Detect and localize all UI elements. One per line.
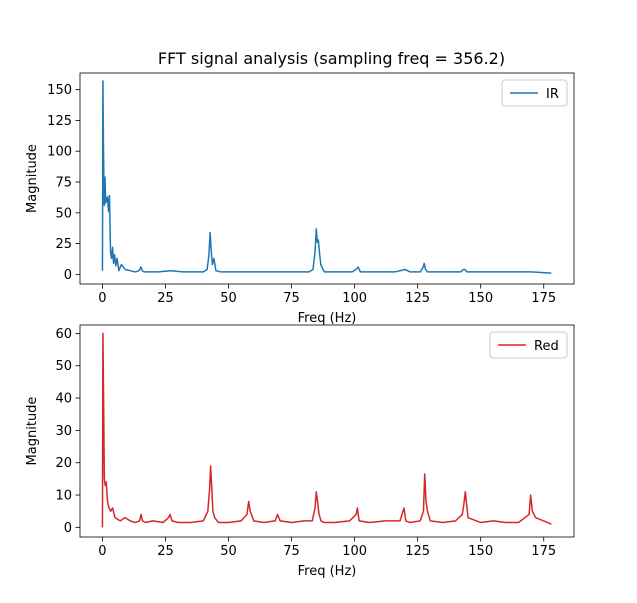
x-tick-label: 175 <box>531 544 556 559</box>
x-tick-label: 175 <box>531 291 556 306</box>
y-tick-label: 20 <box>55 456 72 471</box>
series-line-red <box>101 332 552 528</box>
y-tick-label: 10 <box>55 489 72 504</box>
x-tick-label: 50 <box>220 291 237 306</box>
x-tick-label: 150 <box>468 291 493 306</box>
y-tick-label: 150 <box>47 83 72 98</box>
y-tick-label: 0 <box>64 268 72 283</box>
x-tick-label: 100 <box>342 544 367 559</box>
x-axis-label: Freq (Hz) <box>298 311 357 326</box>
x-tick-label: 150 <box>468 544 493 559</box>
axes-frame <box>79 324 575 538</box>
x-tick-label: 25 <box>157 544 174 559</box>
y-tick-label: 30 <box>55 424 72 439</box>
x-tick-label: 0 <box>98 291 106 306</box>
x-tick-label: 125 <box>405 544 430 559</box>
legend-box <box>489 331 568 359</box>
x-tick-label: 75 <box>283 291 300 306</box>
red-plot: 0 25 50 75 100 125 150 175 0 10 20 30 40 50 60 Freq (Hz… <box>25 324 575 579</box>
x-axis-label: Freq (Hz) <box>298 564 357 579</box>
x-tick-label: 125 <box>405 291 430 306</box>
y-tick-label: 40 <box>55 392 72 407</box>
y-axis-label: Magnitude <box>25 144 40 213</box>
y-tick-label: 100 <box>47 145 72 160</box>
x-tick-label: 50 <box>220 544 237 559</box>
legend-label: Red <box>534 339 559 354</box>
chart-title: FFT signal analysis (sampling freq = 356… <box>158 49 505 68</box>
y-tick-label: 50 <box>55 359 72 374</box>
y-tick-label: 0 <box>64 521 72 536</box>
y-tick-label: 60 <box>55 327 72 342</box>
y-axis-label: Magnitude <box>25 397 40 466</box>
x-tick-label: 75 <box>283 544 300 559</box>
x-tick-label: 25 <box>157 291 174 306</box>
series-line-ir <box>101 80 552 274</box>
legend-label: IR <box>546 87 559 102</box>
y-tick-label: 75 <box>55 176 72 191</box>
ir-plot: 0 25 50 75 100 125 150 175 0 25 50 75 100 125 150 Freq … <box>25 72 575 326</box>
x-tick-label: 0 <box>98 544 106 559</box>
y-tick-label: 125 <box>47 114 72 129</box>
x-tick-label: 100 <box>342 291 367 306</box>
y-tick-label: 50 <box>55 206 72 221</box>
axes-frame <box>79 72 575 285</box>
y-tick-label: 25 <box>55 237 72 252</box>
